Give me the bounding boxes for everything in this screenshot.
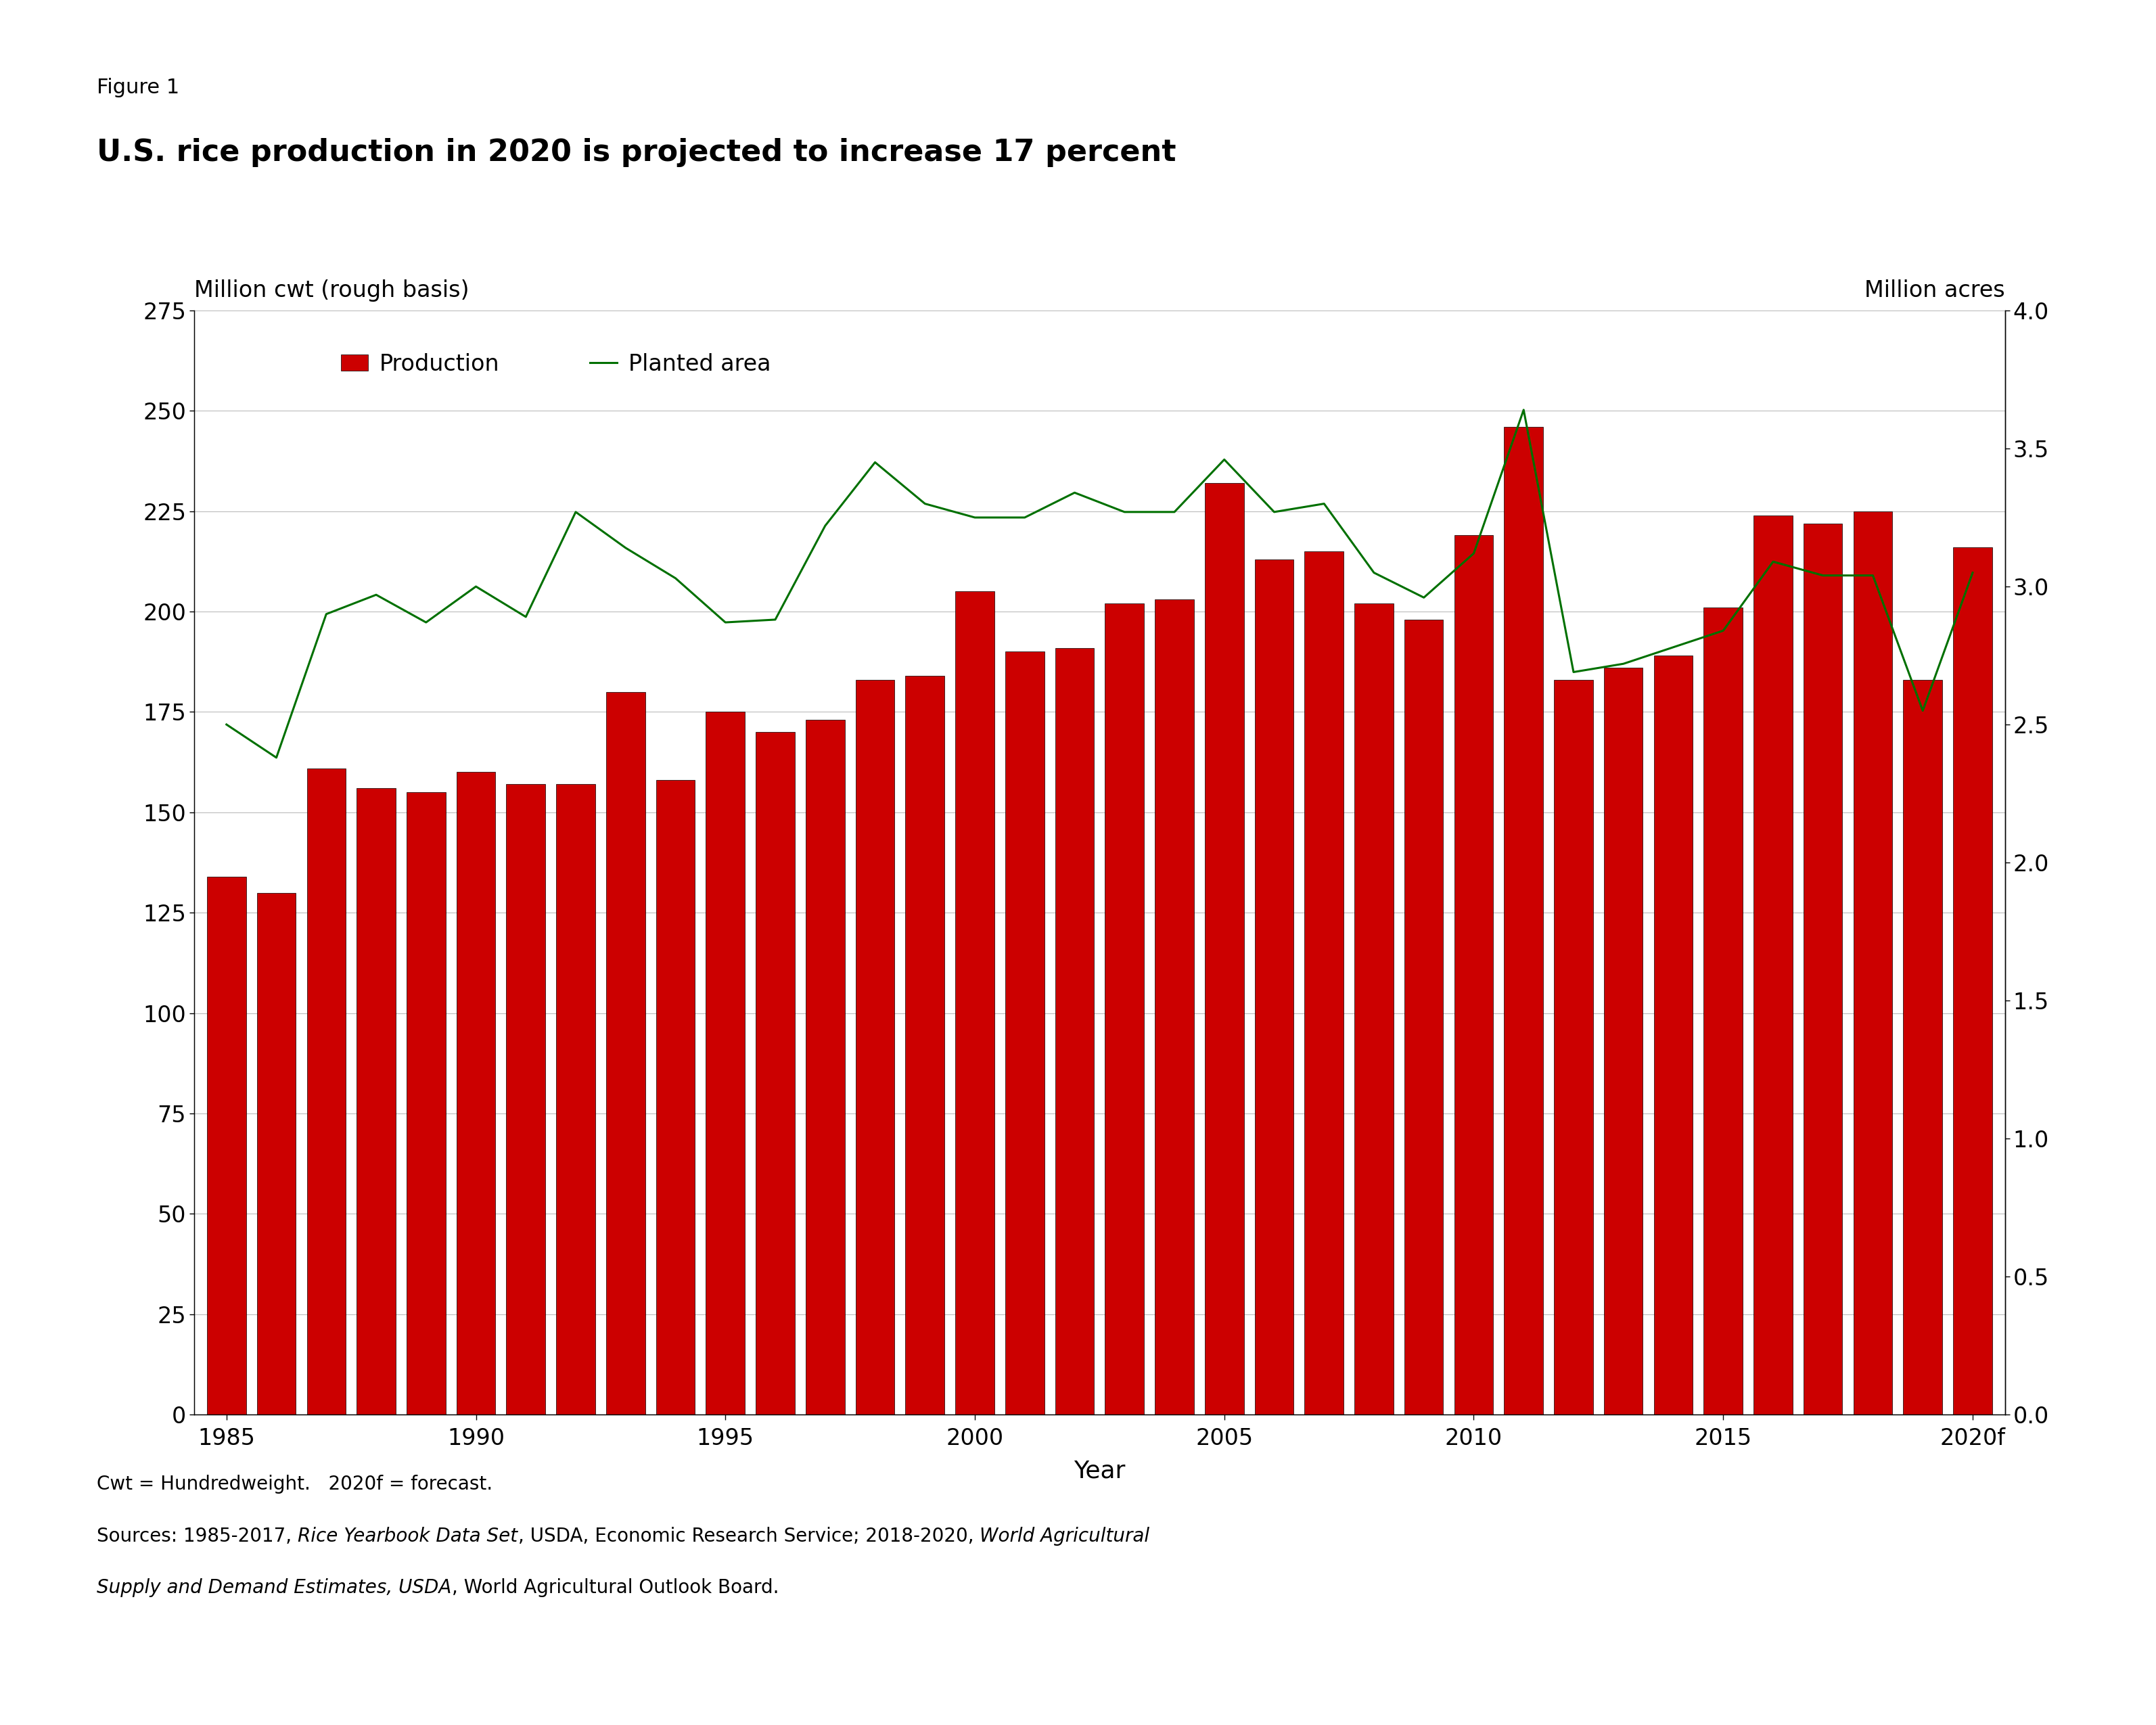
- Bar: [606, 692, 645, 1414]
- X-axis label: Year: Year: [1074, 1459, 1125, 1482]
- Bar: [856, 680, 895, 1414]
- Bar: [1703, 607, 1742, 1414]
- Bar: [757, 731, 796, 1414]
- Bar: [906, 676, 944, 1414]
- Bar: [1054, 647, 1093, 1414]
- Bar: [1455, 535, 1494, 1414]
- Bar: [1106, 604, 1145, 1414]
- Text: Rice Yearbook Data Set: Rice Yearbook Data Set: [298, 1527, 517, 1546]
- Text: , World Agricultural Outlook Board.: , World Agricultural Outlook Board.: [453, 1578, 778, 1597]
- Bar: [356, 788, 395, 1414]
- Bar: [257, 892, 295, 1414]
- Bar: [1904, 680, 1943, 1414]
- Bar: [507, 785, 545, 1414]
- Bar: [955, 592, 994, 1414]
- Bar: [1805, 523, 1843, 1414]
- Text: Sources: 1985-2017,: Sources: 1985-2017,: [97, 1527, 298, 1546]
- Bar: [1005, 652, 1044, 1414]
- Bar: [1753, 516, 1792, 1414]
- Text: U.S. rice production in 2020 is projected to increase 17 percent: U.S. rice production in 2020 is projecte…: [97, 138, 1177, 167]
- Bar: [806, 719, 845, 1414]
- Bar: [1354, 604, 1393, 1414]
- Bar: [1505, 426, 1544, 1414]
- Bar: [1255, 559, 1294, 1414]
- Bar: [1604, 668, 1643, 1414]
- Text: Cwt = Hundredweight.   2020f = forecast.: Cwt = Hundredweight. 2020f = forecast.: [97, 1475, 494, 1494]
- Text: Million cwt (rough basis): Million cwt (rough basis): [194, 279, 470, 302]
- Bar: [407, 792, 446, 1414]
- Bar: [705, 712, 744, 1414]
- Text: , USDA, Economic Research Service; 2018-2020,: , USDA, Economic Research Service; 2018-…: [517, 1527, 979, 1546]
- Bar: [556, 785, 595, 1414]
- Bar: [457, 773, 496, 1414]
- Text: Supply and Demand Estimates, USDA: Supply and Demand Estimates, USDA: [97, 1578, 453, 1597]
- Bar: [655, 780, 694, 1414]
- Bar: [207, 876, 246, 1414]
- Bar: [1404, 619, 1442, 1414]
- Text: Figure 1: Figure 1: [97, 78, 179, 97]
- Bar: [1953, 547, 1992, 1414]
- Bar: [1854, 511, 1893, 1414]
- Bar: [306, 768, 345, 1414]
- Bar: [1156, 600, 1194, 1414]
- Bar: [1554, 680, 1593, 1414]
- Legend: Production, Planted area: Production, Planted area: [332, 343, 780, 385]
- Text: World Agricultural: World Agricultural: [979, 1527, 1149, 1546]
- Text: Million acres: Million acres: [1865, 279, 2005, 302]
- Bar: [1304, 552, 1343, 1414]
- Bar: [1654, 656, 1692, 1414]
- Bar: [1205, 483, 1244, 1414]
